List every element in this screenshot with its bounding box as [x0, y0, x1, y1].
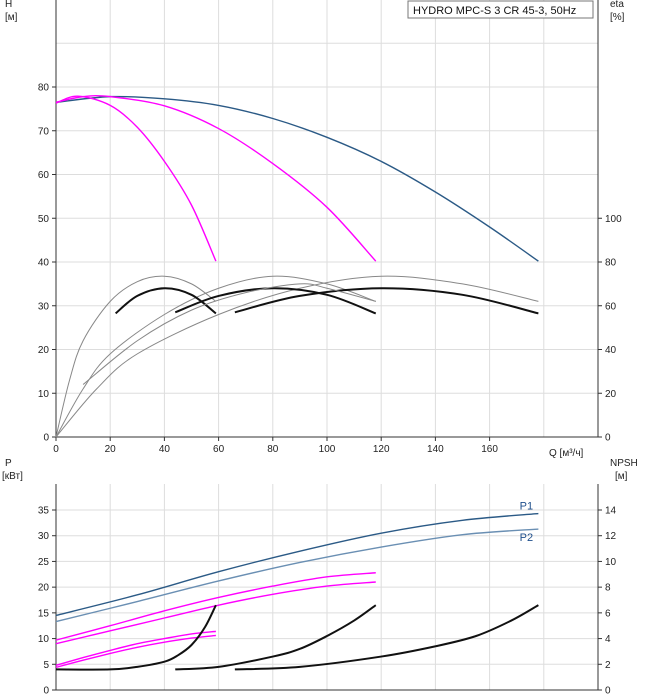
npsh-axis-label: NPSH	[610, 458, 638, 469]
right-tick-label: 6	[605, 608, 611, 619]
left-tick-label: 40	[38, 258, 50, 269]
right-tick-label: 8	[605, 583, 611, 594]
power-npsh-panel: 0 5 10 15 20 25 30 35 0 2 4 6 8 10 12 14 P1 P2	[38, 484, 617, 697]
series-eta-3-pumps-operating	[234, 287, 539, 315]
left-tick-label: 0	[43, 686, 49, 697]
series-p1-2-pumps	[55, 572, 376, 641]
series-eta-secondary	[82, 283, 376, 385]
x-tick-label: 160	[481, 444, 498, 455]
left-tick-label: 10	[38, 634, 50, 645]
series-eta-3-pumps	[55, 275, 539, 438]
h-axis-unit: [м]	[5, 12, 18, 23]
series-eta-2-pumps	[55, 275, 376, 438]
left-tick-label: 30	[38, 301, 50, 312]
left-tick-label: 20	[38, 345, 50, 356]
left-tick-label: 70	[38, 126, 50, 137]
left-tick-label: 80	[38, 83, 50, 94]
npsh-axis-unit: [м]	[615, 471, 628, 482]
left-tick-label: 20	[38, 583, 50, 594]
right-tick-label: 10	[605, 557, 617, 568]
right-tick-label: 2	[605, 660, 611, 671]
series-npsh-3-pumps	[234, 604, 539, 671]
series-eta-1-pump-operating	[114, 287, 217, 315]
right-tick-label: 80	[605, 258, 617, 269]
p-axis-unit: [кВт]	[2, 471, 23, 482]
series-label-p2: P2	[520, 532, 533, 544]
head-efficiency-panel: 0 10 20 30 40 50 60 70 80 0 20 40 60 80 100 0 20 40 60 80 10…	[38, 0, 622, 455]
x-tick-label: 100	[319, 444, 336, 455]
right-tick-label: 4	[605, 634, 611, 645]
x-tick-label: 20	[105, 444, 117, 455]
eta-axis-label: eta	[610, 0, 624, 10]
series-npsh-1-pump	[55, 604, 217, 671]
series-h-2-pumps	[55, 94, 377, 262]
right-tick-label: 100	[605, 214, 622, 225]
right-tick-label: 0	[605, 686, 611, 697]
series-h-1-pump	[55, 95, 217, 262]
x-tick-label: 0	[53, 444, 59, 455]
left-tick-label: 5	[43, 660, 49, 671]
eta-axis-unit: [%]	[610, 12, 625, 23]
h-axis-label: H	[5, 0, 12, 10]
left-tick-label: 10	[38, 389, 50, 400]
left-tick-label: 0	[43, 433, 49, 444]
series-p2-2-pumps	[55, 581, 376, 645]
right-tick-label: 60	[605, 301, 617, 312]
right-tick-label: 40	[605, 345, 617, 356]
right-tick-label: 20	[605, 389, 617, 400]
right-tick-label: 12	[605, 531, 617, 542]
series-eta-2-pumps-operating	[174, 287, 377, 315]
legend-box	[407, 0, 594, 19]
x-tick-label: 60	[213, 444, 225, 455]
right-tick-label: 0	[605, 433, 611, 444]
series-eta-1-pump	[55, 275, 217, 438]
x-tick-label: 40	[159, 444, 171, 455]
series-p1-1-pump	[55, 630, 216, 666]
x-tick-label: 80	[267, 444, 279, 455]
left-tick-label: 15	[38, 608, 50, 619]
x-tick-label: 120	[373, 444, 390, 455]
left-tick-label: 60	[38, 170, 50, 181]
series-p2-1-pump	[55, 634, 216, 669]
left-tick-label: 30	[38, 531, 50, 542]
q-axis-label: Q [м³/ч]	[549, 448, 584, 459]
left-tick-label: 50	[38, 214, 50, 225]
left-tick-label: 25	[38, 557, 50, 568]
series-npsh-2-pumps	[175, 604, 377, 671]
left-tick-label: 35	[38, 506, 50, 517]
series-label-p1: P1	[520, 501, 533, 513]
chart-title: HYDRO MPC-S 3 CR 45-3, 50Hz	[413, 5, 576, 17]
right-tick-label: 14	[605, 506, 617, 517]
series-h-3-pumps	[55, 95, 539, 262]
p-axis-label: P	[5, 458, 12, 469]
series-p2	[55, 528, 539, 623]
x-tick-label: 140	[427, 444, 444, 455]
series-p1	[55, 512, 539, 617]
